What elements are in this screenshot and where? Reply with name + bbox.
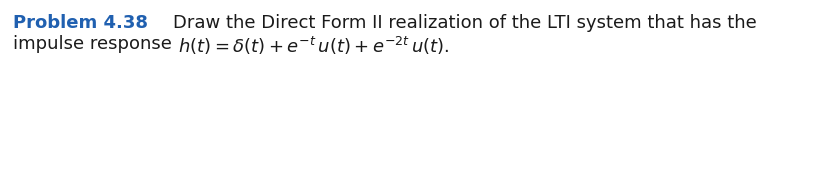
Text: Problem 4.38: Problem 4.38 — [13, 14, 148, 32]
Text: impulse response: impulse response — [13, 35, 177, 53]
Text: Draw the Direct Form II realization of the LTI system that has the: Draw the Direct Form II realization of t… — [150, 14, 757, 32]
Text: $h(t) = \delta(t)+e^{-t}\,u(t)+e^{-2t}\,u(t).$: $h(t) = \delta(t)+e^{-t}\,u(t)+e^{-2t}\,… — [177, 35, 449, 57]
